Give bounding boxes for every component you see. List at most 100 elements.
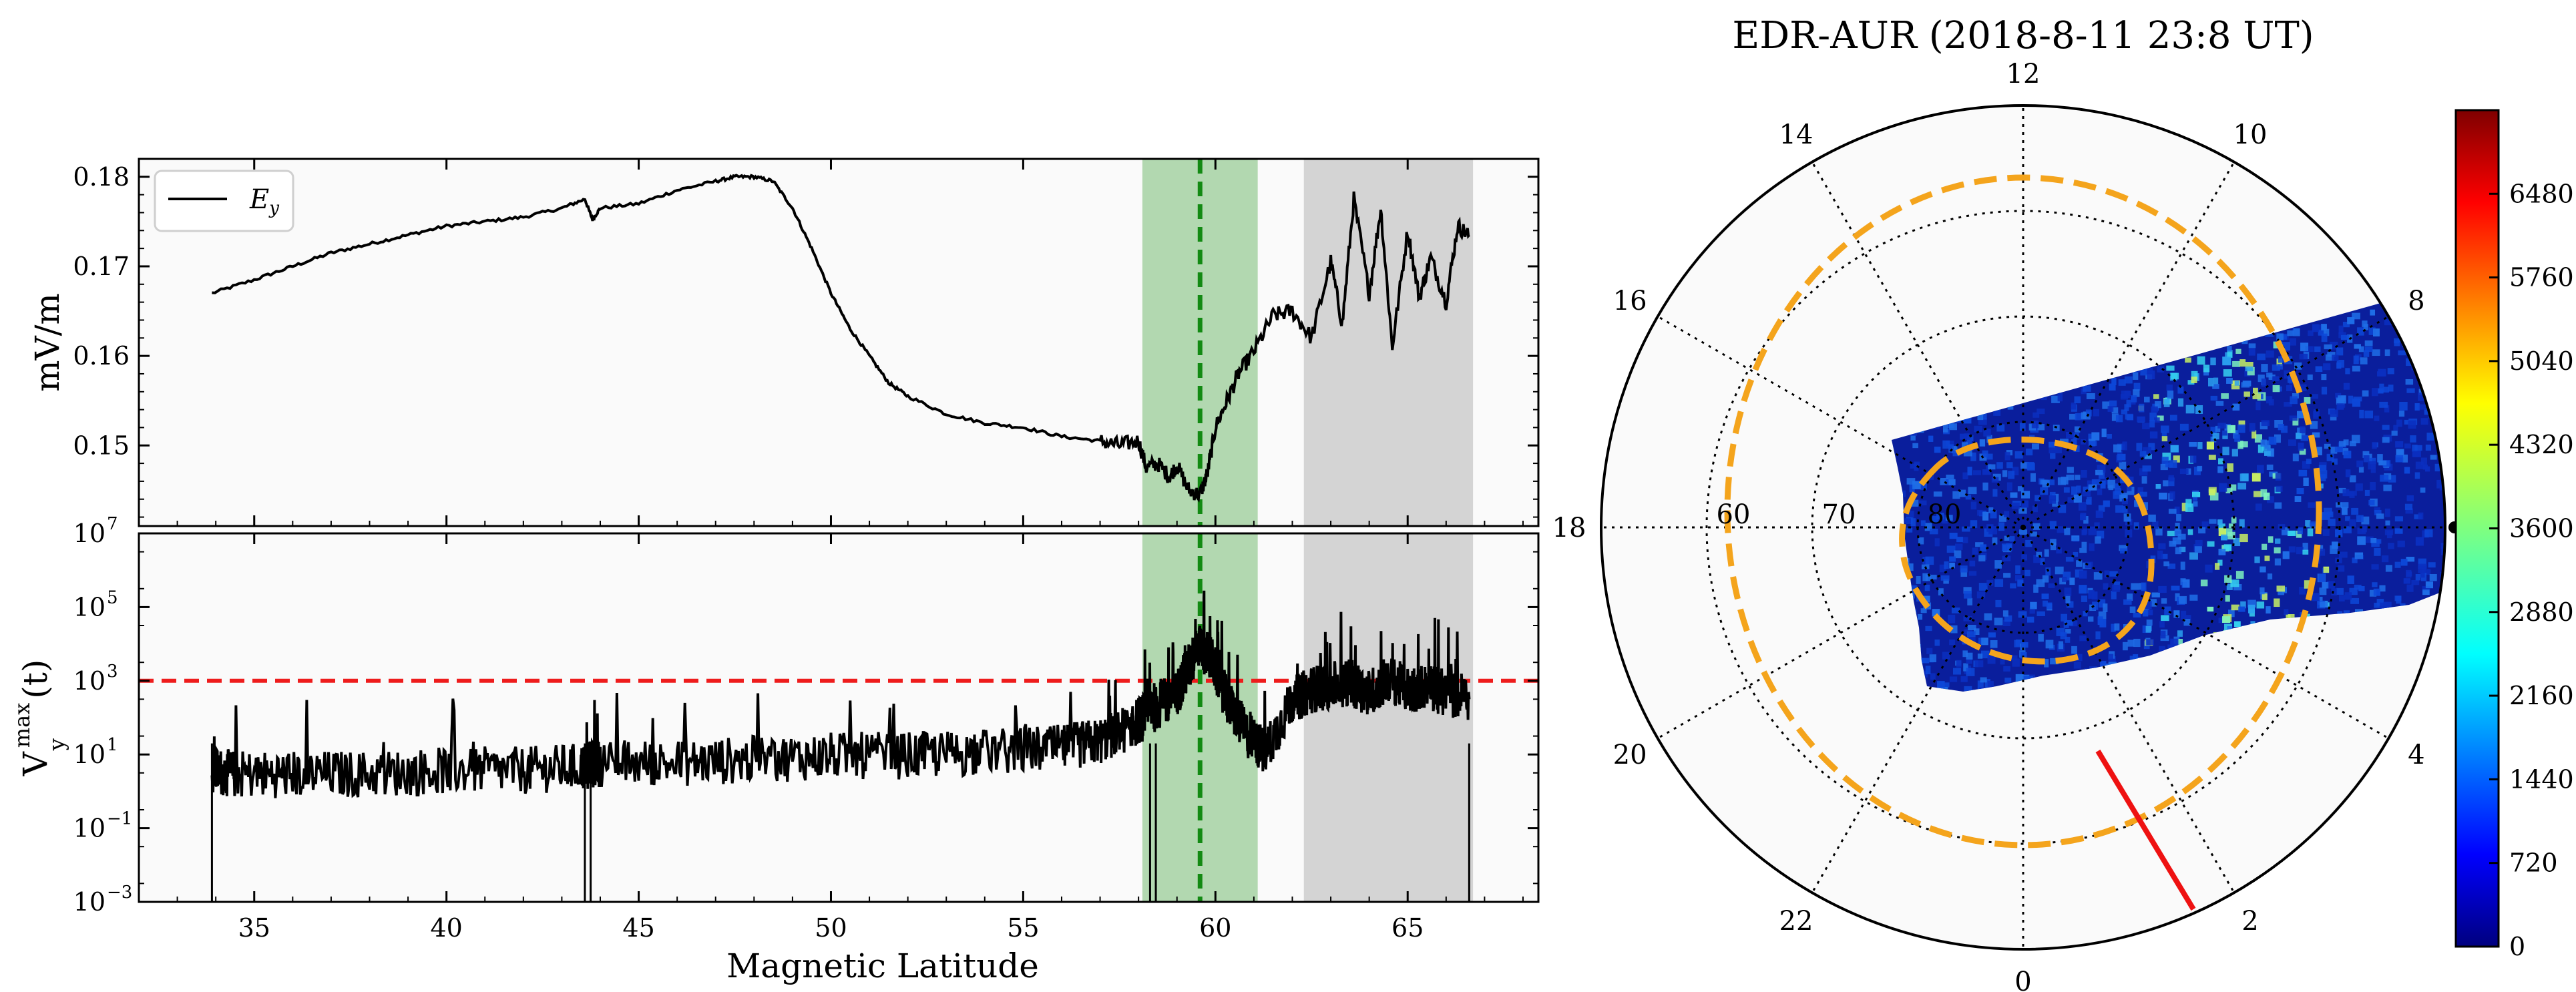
aurora-pixel	[2234, 381, 2239, 386]
aurora-pixel	[2133, 371, 2139, 380]
aurora-pixel	[2354, 584, 2362, 590]
aurora-pixel	[2038, 634, 2044, 642]
aurora-pixel	[1994, 579, 2004, 587]
aurora-pixel	[1976, 591, 1986, 599]
aurora-pixel	[2323, 566, 2330, 573]
aurora-pixel	[2342, 322, 2350, 328]
aurora-pixel	[2265, 331, 2274, 337]
aurora-pixel	[2042, 575, 2049, 583]
bottom-ytick-label-5: 10	[73, 519, 105, 548]
aurora-pixel	[2071, 486, 2077, 495]
top-panel: 0.15 0.16 0.17 0.18 mV/m Ey	[28, 158, 1540, 527]
aurora-pixel	[2015, 674, 2024, 683]
aurora-pixel	[2055, 566, 2064, 575]
aurora-pixel	[2210, 357, 2216, 366]
aurora-pixel	[2298, 443, 2304, 451]
aurora-pixel	[1936, 513, 1944, 520]
aurora-pixel	[2093, 572, 2103, 580]
aurora-pixel	[2161, 425, 2169, 433]
aurora-pixel	[1912, 443, 1918, 449]
top-ytick-label-0: 0.15	[73, 431, 130, 460]
aurora-pixel	[2300, 384, 2307, 391]
aurora-pixel	[2253, 491, 2262, 497]
mlt-label-8: 8	[2408, 286, 2424, 316]
mlt-spoke-20	[1657, 526, 2024, 740]
mlt-spoke-22	[1811, 527, 2024, 894]
aurora-pixel	[2136, 443, 2143, 451]
aurora-pixel	[2008, 471, 2015, 479]
aurora-pixel	[2287, 330, 2294, 336]
aurora-pixel	[1964, 433, 1970, 440]
legend: Ey	[154, 170, 294, 232]
aurora-pixel	[2071, 403, 2077, 410]
aurora-pixel	[2321, 324, 2327, 330]
aurora-pixel	[2349, 491, 2355, 498]
aurora-pixel	[2127, 640, 2135, 647]
aurora-pixel	[2406, 557, 2415, 562]
aurora-pixel	[2274, 547, 2281, 553]
aurora-pixel	[2141, 476, 2147, 484]
aurora-pixel	[2092, 601, 2099, 610]
aurora-pixel	[2394, 516, 2403, 522]
aurora-pixel	[2003, 573, 2011, 578]
aurora-pixel	[2063, 487, 2070, 493]
aurora-pixel	[2379, 383, 2384, 393]
aurora-pixel	[2300, 426, 2306, 434]
aurora-pixel	[2153, 394, 2159, 399]
aurora-pixel	[1983, 429, 1991, 437]
aurora-pixel	[2412, 445, 2418, 452]
aurora-pixel	[2321, 374, 2327, 381]
aurora-pixel	[1931, 515, 1940, 523]
aurora-pixel	[2276, 585, 2286, 592]
aurora-pixel	[2253, 387, 2258, 395]
aurora-pixel	[2108, 485, 2114, 491]
aurora-pixel	[2373, 328, 2380, 336]
aurora-pixel	[1952, 491, 1960, 499]
aurora-pixel	[2131, 583, 2139, 590]
aurora-pixel	[2033, 555, 2041, 563]
aurora-pixel	[1906, 527, 1913, 533]
aurora-pixel	[2237, 424, 2245, 433]
aurora-pixel	[2262, 593, 2268, 601]
aurora-pixel	[2064, 587, 2072, 596]
aurora-pixel	[2405, 508, 2413, 514]
aurora-pixel	[2424, 529, 2433, 537]
aurora-pixel	[2018, 611, 2027, 618]
aurora-pixel	[1920, 520, 1926, 526]
aurora-pixel	[2161, 436, 2168, 442]
aurora-pixel	[2369, 457, 2376, 465]
aurora-pixel	[2036, 611, 2045, 616]
aurora-pixel	[2266, 373, 2273, 378]
aurora-pixel	[2398, 411, 2405, 417]
aurora-pixel	[2374, 602, 2380, 608]
latitude-labels: 60 70 80	[1717, 499, 1962, 530]
aurora-pixel	[2297, 527, 2303, 535]
aurora-pixel	[2324, 507, 2332, 515]
aurora-pixel	[2115, 483, 2121, 490]
aurora-pixel	[2278, 588, 2285, 595]
aurora-pixel	[2024, 569, 2030, 577]
ey-series-line	[212, 174, 1470, 503]
aurora-pixel	[2049, 521, 2057, 529]
colorbar-tick-label-6480: 6480	[2509, 179, 2574, 208]
aurora-pixel	[2364, 340, 2373, 346]
aurora-pixel	[1922, 573, 1928, 581]
aurora-pixel	[2073, 494, 2082, 503]
aurora-pixel	[2225, 488, 2233, 493]
aurora-pixel	[2242, 381, 2251, 387]
aurora-pixel	[2095, 536, 2101, 544]
aurora-pixel	[2157, 366, 2165, 373]
aurora-pixel	[2330, 414, 2337, 421]
aurora-pixel	[2062, 577, 2067, 582]
aurora-pixel	[2115, 505, 2124, 513]
aurora-pixel	[2075, 475, 2081, 480]
aurora-pixel	[2382, 460, 2391, 467]
aurora-pixel	[1950, 625, 1958, 634]
aurora-pixel	[2049, 441, 2055, 448]
aurora-pixel	[1990, 510, 1997, 519]
aurora-pixel	[1934, 447, 1941, 453]
aurora-pixel	[1904, 518, 1911, 523]
aurora-pixel	[2089, 543, 2095, 551]
aurora-pixel	[2252, 393, 2262, 400]
aurora-pixel	[2102, 401, 2110, 409]
